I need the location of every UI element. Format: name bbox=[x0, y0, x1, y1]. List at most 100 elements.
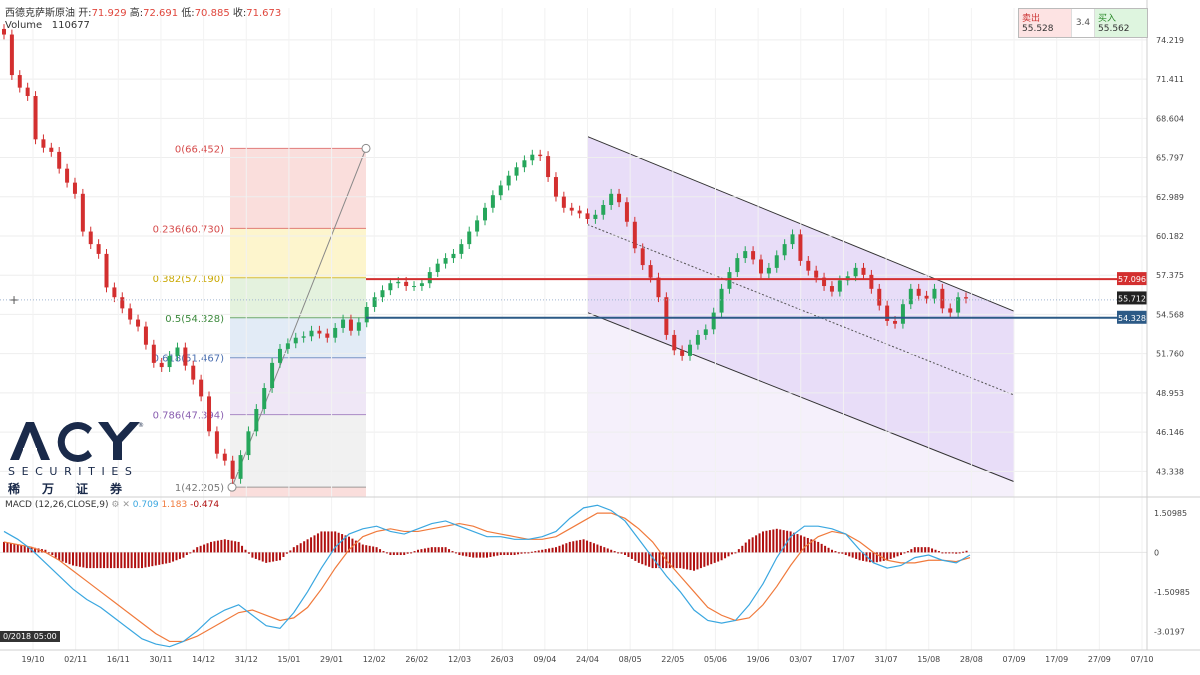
candle-body bbox=[656, 277, 661, 298]
fib-level-label: 0.618(51.467) bbox=[153, 354, 225, 365]
candle-body bbox=[506, 175, 511, 186]
macd-hist-bar bbox=[161, 552, 164, 565]
macd-hist-bar bbox=[68, 552, 71, 565]
macd-hist-bar bbox=[454, 552, 457, 554]
macd-hist-bar bbox=[413, 551, 416, 553]
macd-hist-bar bbox=[316, 533, 319, 553]
macd-hist-bar bbox=[855, 552, 858, 559]
macd-hist-bar bbox=[120, 552, 123, 569]
candle-body bbox=[829, 286, 834, 292]
candle-body bbox=[735, 258, 740, 273]
macd-hist-bar bbox=[475, 552, 478, 558]
y-tick-label: 48.953 bbox=[1156, 389, 1184, 398]
macd-hist-bar bbox=[44, 549, 47, 553]
macd-hist-bar bbox=[503, 552, 506, 556]
candle-body bbox=[719, 288, 724, 313]
macd-hist-bar bbox=[851, 552, 854, 558]
macd-hist-bar bbox=[530, 551, 533, 553]
macd-hist-bar bbox=[872, 552, 875, 563]
candle-body bbox=[672, 334, 677, 351]
candle-body bbox=[2, 28, 6, 35]
candle-body bbox=[790, 234, 795, 245]
macd-hist-bar bbox=[417, 549, 419, 553]
candle-body bbox=[885, 305, 890, 321]
macd-hist-bar bbox=[630, 552, 633, 559]
fibonacci-retracement[interactable]: 0(66.452) 0.236(60.730) 0.382(57.190) 0.5(5… bbox=[153, 143, 371, 497]
macd-hist-bar bbox=[637, 552, 640, 563]
candle-body bbox=[293, 337, 298, 344]
macd-hist-bar bbox=[282, 552, 285, 557]
macd-hist-bar bbox=[313, 535, 316, 553]
macd-hist-bar bbox=[668, 552, 671, 569]
macd-hist-bar bbox=[758, 533, 761, 553]
macd-hist-bar bbox=[706, 552, 709, 566]
macd-hist-bar bbox=[517, 552, 520, 555]
macd-hist-bar bbox=[889, 552, 892, 559]
macd-hist-bar bbox=[534, 551, 537, 553]
candle-body bbox=[427, 272, 432, 284]
macd-hist-bar bbox=[341, 534, 344, 553]
y-tick-label: 65.797 bbox=[1156, 154, 1184, 163]
macd-hist-bar bbox=[472, 552, 475, 558]
macd-hist-bar bbox=[468, 552, 471, 557]
macd-hist-bar bbox=[561, 544, 564, 553]
horizontal-levels[interactable]: 57.096 54.328 bbox=[366, 272, 1147, 324]
candle-body bbox=[640, 248, 645, 266]
candle-body bbox=[585, 213, 590, 219]
sell-button[interactable]: 卖出 55.528 bbox=[1019, 9, 1071, 37]
high-value: 72.691 bbox=[143, 8, 179, 19]
fib-band bbox=[230, 277, 366, 318]
x-tick-label: 08/05 bbox=[619, 655, 642, 664]
macd-hist-bar bbox=[327, 531, 330, 553]
macd-hist-bar bbox=[461, 552, 464, 556]
last-price-box bbox=[1117, 291, 1147, 305]
macd-hist-bar bbox=[755, 535, 758, 553]
close-value: 71.673 bbox=[246, 8, 282, 19]
candle-body bbox=[9, 34, 14, 76]
macd-hist-bar bbox=[724, 552, 727, 559]
macd-hist-bar bbox=[16, 544, 19, 553]
buy-button[interactable]: 买入 55.562 bbox=[1095, 9, 1147, 37]
macd-hist-bar bbox=[185, 552, 188, 556]
macd-hist-bar bbox=[289, 550, 292, 553]
macd-hist-bar bbox=[693, 552, 695, 571]
macd-hist-bar bbox=[127, 552, 130, 569]
macd-hist-bar bbox=[589, 541, 592, 553]
trade-widget: 卖出 55.528 3.4 买入 55.562 bbox=[1018, 8, 1148, 38]
macd-hist-bar bbox=[203, 544, 206, 553]
macd-hist-bar bbox=[134, 552, 137, 569]
logo-chinese-text: 稀万证券 bbox=[8, 482, 145, 496]
macd-hist-bar bbox=[558, 545, 561, 553]
candle-body bbox=[932, 288, 937, 299]
macd-hist-bar bbox=[506, 552, 509, 556]
macd-hist-bar bbox=[882, 552, 885, 561]
candle-body bbox=[96, 244, 101, 254]
close-icon[interactable]: ✕ bbox=[122, 500, 130, 510]
macd-hist-bar bbox=[510, 552, 513, 556]
macd-hist-bar bbox=[848, 552, 851, 557]
candle-body bbox=[483, 207, 487, 221]
macd-hist-bar bbox=[768, 530, 771, 553]
svg-text:®: ® bbox=[138, 422, 144, 429]
macd-hist-bar bbox=[951, 552, 954, 554]
macd-hist-bar bbox=[344, 535, 347, 553]
macd-hist-bar bbox=[113, 552, 116, 569]
x-tick-label: 31/12 bbox=[235, 655, 258, 664]
macd-hist-bar bbox=[741, 545, 744, 553]
macd-hist-bar bbox=[799, 535, 802, 553]
macd-hist-bar bbox=[496, 552, 499, 556]
macd-hist-bar bbox=[641, 552, 644, 565]
hist-value: -0.474 bbox=[190, 500, 220, 510]
macd-hist-bar bbox=[165, 552, 168, 564]
macd-hist-bar bbox=[565, 543, 568, 553]
macd-hist-bar bbox=[27, 546, 30, 553]
candle-body bbox=[151, 344, 156, 363]
macd-hist-bar bbox=[620, 552, 623, 554]
macd-hist-bar bbox=[423, 548, 426, 553]
macd-hist-bar bbox=[141, 552, 143, 569]
x-tick-label: 17/09 bbox=[1045, 655, 1068, 664]
macd-hist-bar bbox=[696, 552, 699, 570]
candle-body bbox=[317, 330, 322, 334]
settings-icon[interactable]: ⚙ bbox=[111, 500, 120, 510]
